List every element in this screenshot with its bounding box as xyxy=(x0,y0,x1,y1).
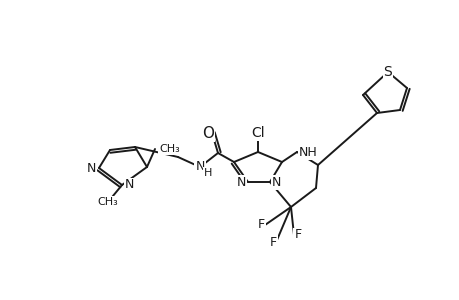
Text: O: O xyxy=(202,125,213,140)
Text: N: N xyxy=(195,160,204,172)
Text: N: N xyxy=(236,176,246,188)
Text: H: H xyxy=(203,168,212,178)
Text: N: N xyxy=(125,178,134,191)
Text: S: S xyxy=(383,65,392,79)
Text: N: N xyxy=(271,176,281,188)
Text: N: N xyxy=(86,161,96,175)
Text: CH₃: CH₃ xyxy=(159,144,179,154)
Text: F: F xyxy=(269,236,276,248)
Text: Cl: Cl xyxy=(251,126,264,140)
Text: NH: NH xyxy=(298,146,317,158)
Text: CH₃: CH₃ xyxy=(97,197,118,207)
Text: F: F xyxy=(294,229,301,242)
Text: F: F xyxy=(257,218,264,232)
